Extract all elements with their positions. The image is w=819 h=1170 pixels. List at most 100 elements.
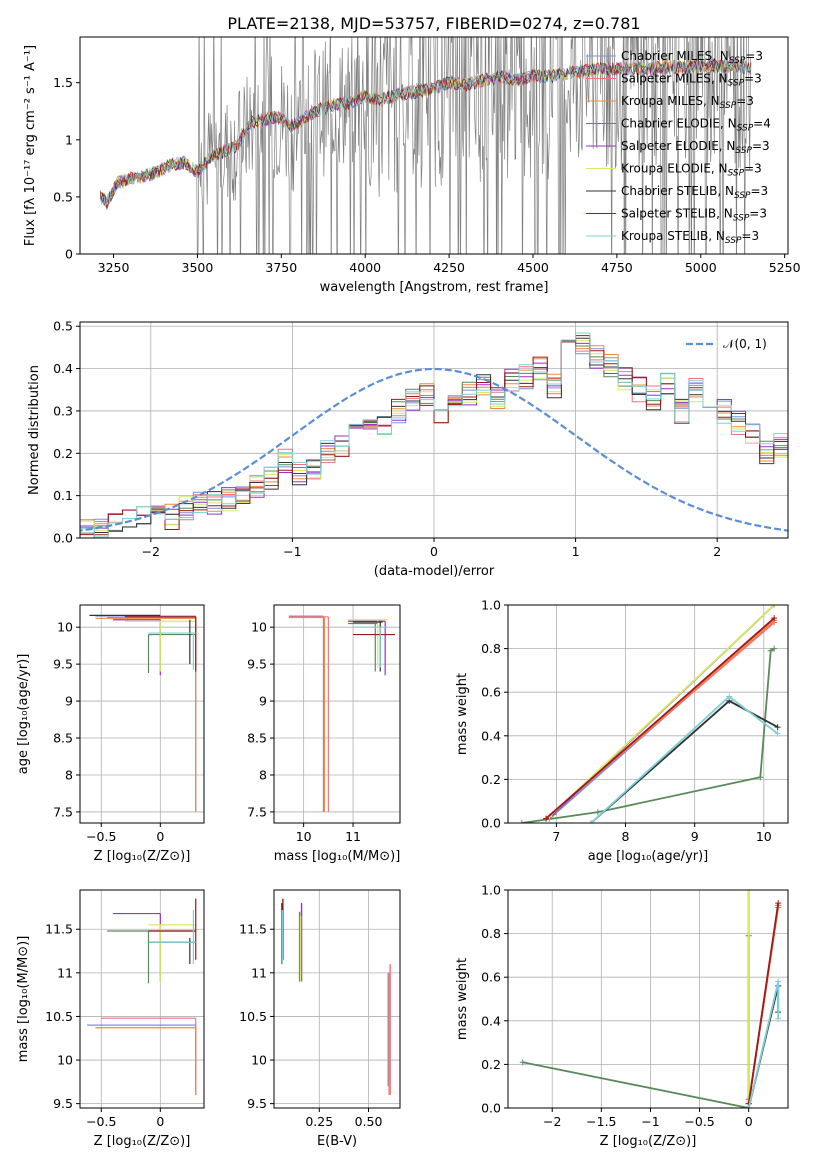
axes-frame [79, 36, 789, 255]
x-axis-label: Z [log₁₀(Z/Z⊙)] [94, 1134, 191, 1149]
legend-label: Chabrier ELODIE, NSSP=4 [621, 117, 771, 134]
weight-marker [774, 724, 781, 731]
weight-marker [771, 615, 778, 622]
weight-line [545, 617, 775, 820]
plot-area [99, 37, 752, 254]
y-axis-label: mass weight [455, 958, 470, 1040]
y-tick-label: 10 [251, 620, 267, 635]
x-tick-label: 5000 [685, 260, 717, 275]
y-tick-label: 10 [57, 1053, 73, 1068]
y-axis-label: Normed distribution [27, 365, 42, 495]
weight-marker [771, 645, 778, 652]
y-tick-label: 0.4 [481, 728, 501, 743]
x-tick-label: 4250 [433, 260, 465, 275]
y-tick-label: 0.4 [481, 1013, 501, 1028]
y-tick-label: 0.8 [481, 641, 501, 656]
x-tick-label: 11 [345, 829, 361, 844]
legend-label: Chabrier MILES, NSSP=3 [621, 49, 763, 66]
y-tick-label: 0.0 [481, 816, 501, 831]
weight-marker [767, 647, 774, 654]
y-tick-label: 0.0 [481, 1101, 501, 1116]
y-tick-label: 0.4 [53, 361, 73, 376]
x-axis-label: wavelength [Angstrom, rest frame] [320, 280, 549, 295]
y-tick-label: 0.8 [481, 926, 501, 941]
y-tick-label: 9.5 [247, 1096, 267, 1111]
x-tick-label: −1 [283, 544, 301, 559]
x-tick-label: 0 [156, 1114, 164, 1129]
y-tick-label: 0.5 [53, 319, 73, 334]
y-tick-label: 11.5 [45, 922, 73, 937]
x-tick-label: 9 [691, 829, 699, 844]
weight-line [548, 605, 775, 818]
weight-marker [771, 605, 778, 608]
axes-frame [79, 604, 205, 824]
panel-residuals: 𝒩(0, 1) −2 −1 0 1 2 0.0 0.1 0.2 0.3 0.4 0.5 (data-mo… [27, 319, 789, 579]
plot-area [508, 890, 788, 1108]
histogram-step [80, 332, 788, 538]
y-tick-label: 0.5 [53, 189, 73, 204]
weight-line [522, 935, 750, 1108]
plot-area [80, 890, 204, 1108]
x-tick-label: −2 [142, 544, 160, 559]
y-tick-label: 9.5 [53, 1096, 73, 1111]
x-axis-label: (data-model)/error [374, 564, 495, 579]
weight-marker [757, 774, 764, 781]
histogram-step [80, 335, 788, 536]
legend-label: Kroupa ELODIE, NSSP=3 [621, 162, 762, 179]
weight-marker [519, 1059, 526, 1066]
x-tick-label: 10 [296, 829, 312, 844]
x-tick-label: −0.5 [86, 1114, 116, 1129]
plot-area [274, 890, 400, 1108]
gaussian-curve [80, 367, 788, 532]
weight-marker [543, 815, 550, 822]
y-tick-label: 1.5 [53, 75, 73, 90]
y-tick-label: 9.5 [247, 657, 267, 672]
y-tick-label: 10 [251, 1053, 267, 1068]
weight-marker [518, 820, 525, 823]
weight-marker [774, 730, 781, 737]
y-tick-label: 1 [65, 132, 73, 147]
weight-marker [594, 809, 601, 816]
y-tick-label: 0.1 [53, 488, 73, 503]
y-tick-label: 10.5 [45, 1009, 73, 1024]
x-tick-label: 4000 [349, 260, 381, 275]
x-axis-label: mass [log₁₀(M/M⊙)] [274, 849, 401, 864]
y-tick-label: 0.2 [53, 446, 73, 461]
axes-frame [507, 604, 789, 824]
axes-frame [273, 604, 401, 824]
weight-marker [775, 1015, 782, 1022]
y-tick-label: 8.5 [53, 731, 73, 746]
x-tick-label: 4750 [601, 260, 633, 275]
x-tick-label: −2 [543, 1114, 561, 1129]
weight-marker [587, 820, 594, 823]
x-tick-label: 7 [552, 829, 560, 844]
legend-label: Salpeter STELIB, NSSP=3 [621, 207, 767, 224]
legend-label: Chabrier STELIB, NSSP=3 [621, 184, 768, 201]
axes-frame [273, 889, 401, 1109]
model-line [99, 58, 752, 210]
weight-marker [726, 693, 733, 700]
y-tick-label: 8.5 [247, 731, 267, 746]
y-tick-label: 0 [65, 247, 73, 262]
x-tick-label: 4500 [517, 260, 549, 275]
legend-label: 𝒩(0, 1) [723, 337, 767, 351]
plot-area [274, 605, 400, 823]
y-tick-label: 8 [65, 767, 73, 782]
axes-frame [507, 889, 789, 1109]
x-tick-label: 5250 [769, 260, 801, 275]
y-axis-label: mass weight [455, 673, 470, 755]
axes-frame [79, 889, 205, 1109]
weight-marker [745, 890, 752, 893]
x-axis-label: Z [log₁₀(Z/Z⊙)] [600, 1134, 697, 1149]
x-tick-label: 0 [745, 1114, 753, 1129]
x-tick-label: 0 [156, 829, 164, 844]
panel-weight-vs-age: 7 8 9 10 0.0 0.2 0.4 0.6 0.8 1.0 age [log₁₀(age/yr… [455, 598, 789, 864]
x-tick-label: −1 [641, 1114, 659, 1129]
y-tick-label: 0.0 [53, 531, 73, 546]
x-tick-label: 3500 [182, 260, 214, 275]
x-tick-label: 8 [622, 829, 630, 844]
legend-label: Salpeter MILES, NSSP=3 [621, 72, 762, 89]
x-tick-label: 3750 [265, 260, 297, 275]
weight-line [590, 695, 779, 823]
